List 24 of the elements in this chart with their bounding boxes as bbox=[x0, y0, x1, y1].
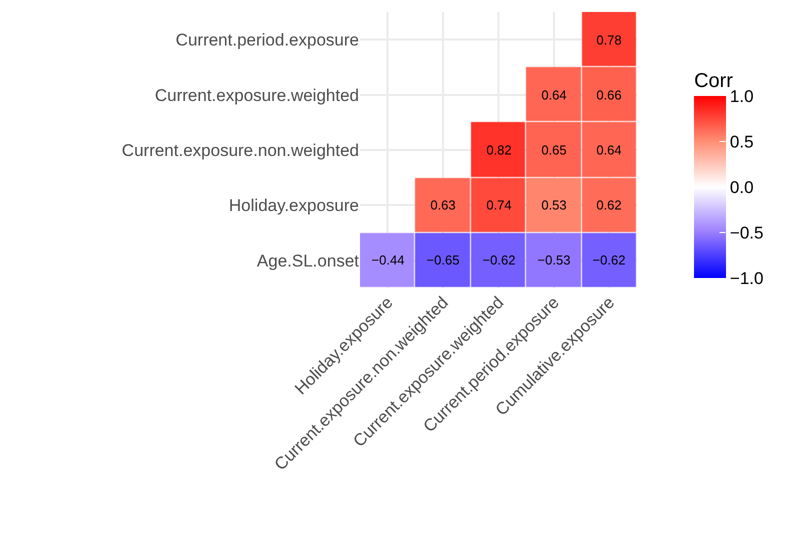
data-label: 0.63 bbox=[430, 198, 456, 213]
data-label: 0.53 bbox=[541, 198, 567, 213]
y-tick-label: Current.exposure.non.weighted bbox=[122, 140, 359, 160]
data-label: 0.66 bbox=[596, 88, 622, 103]
data-label: 0.65 bbox=[541, 142, 567, 158]
data-label: 0.62 bbox=[596, 198, 622, 213]
data-label: 0.64 bbox=[541, 88, 567, 103]
y-tick-label: Current.period.exposure bbox=[176, 30, 359, 50]
color-bar-label: −0.5 bbox=[730, 223, 764, 242]
data-label: 0.82 bbox=[486, 142, 512, 158]
data-label: −0.65 bbox=[426, 252, 460, 268]
y-tick-label: Holiday.exposure bbox=[228, 196, 359, 216]
color-bar-label: 0.0 bbox=[730, 178, 754, 197]
data-label: 0.64 bbox=[596, 142, 622, 158]
data-label: −0.44 bbox=[372, 252, 404, 268]
data-label: −0.62 bbox=[592, 252, 626, 268]
data-label: −0.62 bbox=[482, 252, 516, 268]
y-tick-label: Age.SL.onset bbox=[256, 251, 360, 270]
data-label: 0.78 bbox=[596, 32, 622, 48]
color-bar-label: −1.0 bbox=[730, 268, 764, 288]
color-bar-label: 0.5 bbox=[730, 132, 754, 152]
data-label: −0.53 bbox=[538, 252, 570, 268]
y-tick-label: Current.exposure.weighted bbox=[154, 86, 359, 105]
data-label: 0.74 bbox=[486, 198, 512, 213]
